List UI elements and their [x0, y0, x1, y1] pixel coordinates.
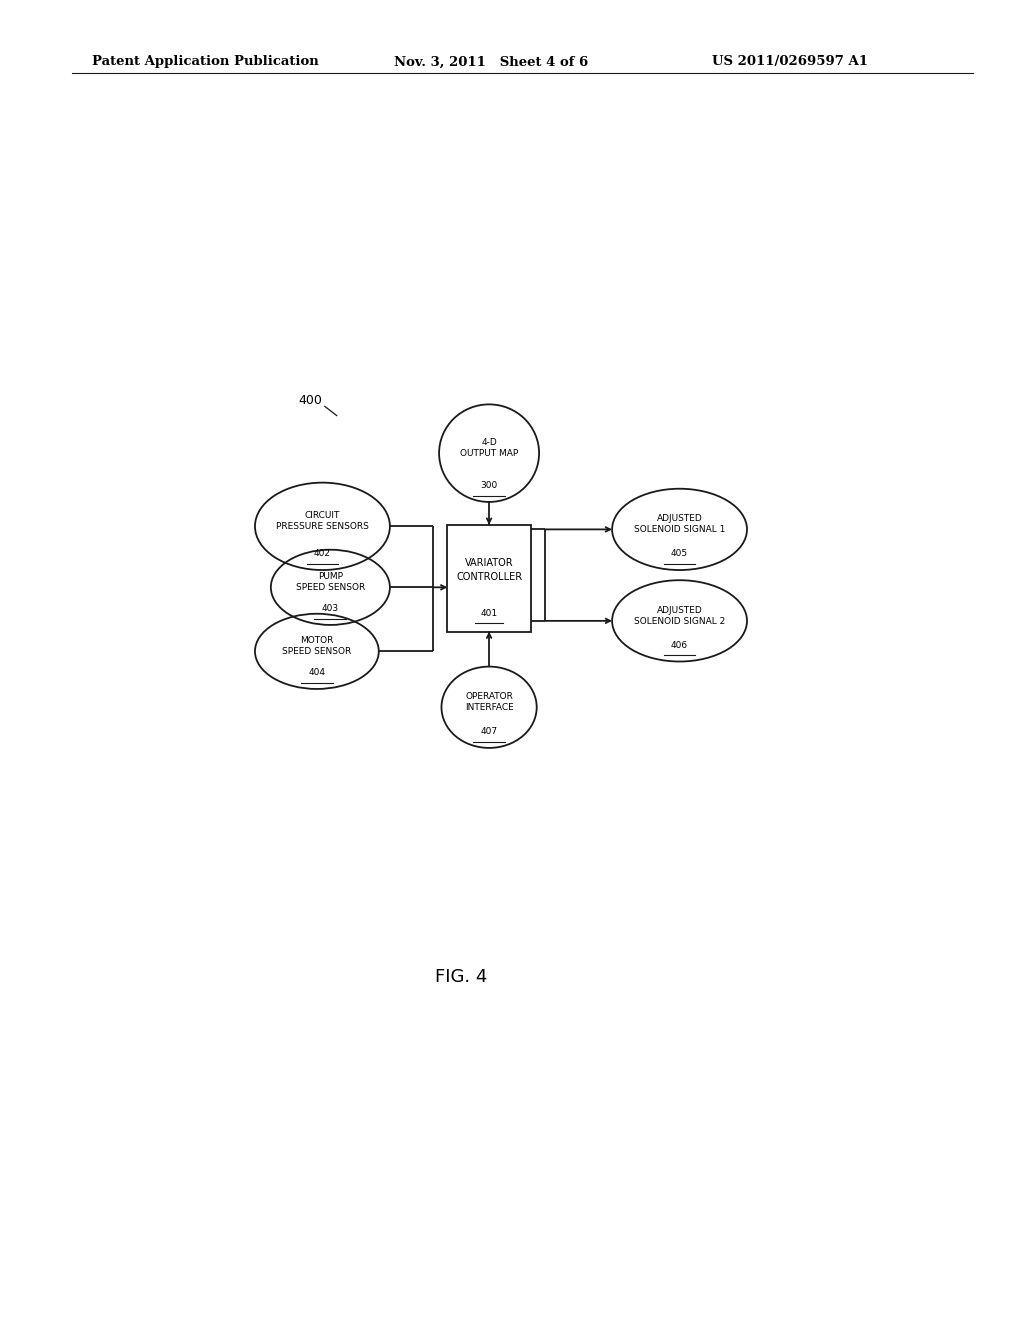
- Text: OPERATOR
INTERFACE: OPERATOR INTERFACE: [465, 692, 513, 713]
- Text: 300: 300: [480, 482, 498, 490]
- Text: US 2011/0269597 A1: US 2011/0269597 A1: [712, 55, 867, 69]
- Text: 400: 400: [299, 393, 323, 407]
- Text: CIRCUIT
PRESSURE SENSORS: CIRCUIT PRESSURE SENSORS: [276, 511, 369, 532]
- Text: 405: 405: [671, 549, 688, 558]
- Bar: [447, 525, 530, 631]
- Text: FIG. 4: FIG. 4: [435, 968, 487, 986]
- Text: 407: 407: [480, 727, 498, 737]
- Text: 401: 401: [480, 609, 498, 618]
- Text: ADJUSTED
SOLENOID SIGNAL 1: ADJUSTED SOLENOID SIGNAL 1: [634, 515, 725, 535]
- Text: PUMP
SPEED SENSOR: PUMP SPEED SENSOR: [296, 572, 365, 593]
- Text: ADJUSTED
SOLENOID SIGNAL 2: ADJUSTED SOLENOID SIGNAL 2: [634, 606, 725, 626]
- Text: 406: 406: [671, 640, 688, 649]
- Text: 402: 402: [314, 549, 331, 558]
- Text: Patent Application Publication: Patent Application Publication: [92, 55, 318, 69]
- Text: VARIATOR
CONTROLLER: VARIATOR CONTROLLER: [456, 558, 522, 582]
- Text: 404: 404: [308, 668, 326, 677]
- Text: 403: 403: [322, 605, 339, 614]
- Text: 4-D
OUTPUT MAP: 4-D OUTPUT MAP: [460, 438, 518, 458]
- Text: MOTOR
SPEED SENSOR: MOTOR SPEED SENSOR: [283, 636, 351, 656]
- Text: Nov. 3, 2011   Sheet 4 of 6: Nov. 3, 2011 Sheet 4 of 6: [394, 55, 589, 69]
